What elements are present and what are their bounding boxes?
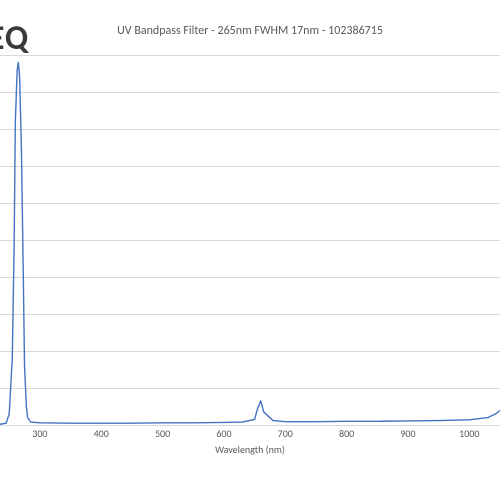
transmission-series	[0, 55, 500, 425]
x-tick-label: 600	[216, 427, 231, 440]
x-tick-label: 400	[94, 427, 109, 440]
x-tick-label: 700	[278, 427, 293, 440]
x-axis-title: Wavelength (nm)	[0, 443, 500, 456]
x-tick-label: 800	[339, 427, 354, 440]
gridline	[0, 425, 500, 426]
x-tick-label: 300	[32, 427, 47, 440]
chart: 300 400 500 600 700 800 900 1000 Wavelength (nm…	[0, 55, 500, 455]
plot-area	[0, 55, 500, 425]
x-tick-label: 900	[400, 427, 415, 440]
x-tick-label: 1000	[459, 427, 479, 440]
chart-title: UV Bandpass Filter - 265nm FWHM 17nm - 1…	[0, 24, 500, 38]
x-tick-label: 500	[155, 427, 170, 440]
x-tick-labels: 300 400 500 600 700 800 900 1000	[0, 427, 500, 441]
